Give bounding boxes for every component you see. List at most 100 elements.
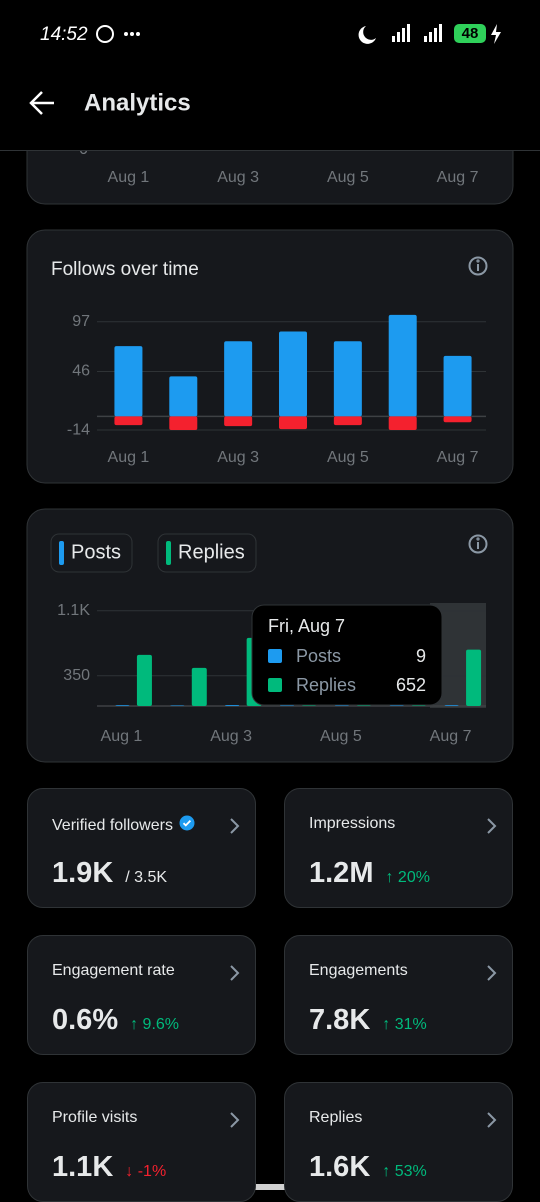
y-tick-label: 1.1K bbox=[57, 602, 90, 619]
stat-title: Profile visits bbox=[52, 1109, 138, 1126]
y-tick-label: -14 bbox=[67, 421, 90, 438]
verified-badge bbox=[179, 815, 195, 836]
bar bbox=[169, 416, 198, 431]
stat-row: 1.1K ↓ -1% bbox=[52, 1151, 166, 1184]
info-icon[interactable] bbox=[468, 534, 488, 554]
tooltip-label: Replies bbox=[296, 675, 356, 695]
status-time: 14:52 bbox=[40, 24, 88, 45]
stat-row: 7.8K ↑ 31% bbox=[309, 1004, 427, 1037]
legend-label: Posts bbox=[71, 541, 121, 563]
x-tick-label: Aug 7 bbox=[437, 169, 479, 186]
stat-title-row: Profile visits bbox=[52, 1109, 137, 1127]
bar bbox=[224, 416, 253, 427]
bar bbox=[115, 705, 130, 706]
stat-value: 1.6K bbox=[309, 1151, 371, 1183]
tooltip-swatch bbox=[268, 678, 282, 692]
back-button[interactable] bbox=[29, 91, 54, 115]
stat-card[interactable]: Verified followers 1.9K / 3.5K bbox=[27, 788, 256, 908]
bar bbox=[280, 705, 294, 706]
stat-title: Impressions bbox=[309, 815, 396, 832]
x-tick-label: Aug 7 bbox=[430, 728, 472, 745]
info-icon[interactable] bbox=[468, 256, 488, 276]
bar bbox=[333, 416, 362, 426]
status-icons bbox=[96, 24, 501, 44]
bar bbox=[443, 416, 472, 423]
y-tick-label: 350 bbox=[63, 667, 90, 684]
tooltip-swatch bbox=[268, 649, 282, 663]
tooltip-value: 652 bbox=[396, 675, 426, 695]
stat-detail: ↓ -1% bbox=[125, 1163, 167, 1180]
bar bbox=[444, 705, 459, 706]
stat-row: 1.6K ↑ 53% bbox=[309, 1151, 427, 1184]
stat-row: 0.6% ↑ 9.6% bbox=[52, 1004, 179, 1037]
stat-card[interactable]: Engagements 7.8K ↑ 31% bbox=[284, 935, 513, 1055]
stat-row: 1.9K / 3.5K bbox=[52, 857, 167, 890]
legend-swatch bbox=[166, 541, 171, 565]
x-tick-label: Aug 5 bbox=[320, 728, 362, 745]
legend-label: Replies bbox=[178, 541, 245, 563]
x-tick-label: Aug 5 bbox=[327, 169, 369, 186]
x-tick-label: Aug 3 bbox=[210, 728, 252, 745]
bar bbox=[170, 705, 185, 706]
stat-detail: / 3.5K bbox=[125, 869, 168, 886]
bar bbox=[443, 355, 472, 417]
x-tick-label: Aug 1 bbox=[101, 728, 143, 745]
y-tick-label: 97 bbox=[72, 313, 90, 330]
tooltip-box bbox=[251, 604, 443, 706]
stat-value: 1.1K bbox=[52, 1151, 114, 1183]
bar bbox=[279, 416, 307, 430]
stat-title-row: Engagements bbox=[309, 962, 408, 980]
stat-title: Engagement rate bbox=[52, 962, 175, 979]
x-tick-label: Aug 3 bbox=[217, 169, 259, 186]
chevron bbox=[486, 817, 498, 840]
bar bbox=[279, 331, 307, 417]
stat-title-row: Impressions bbox=[309, 815, 395, 833]
bar bbox=[388, 416, 417, 431]
chevron bbox=[229, 1111, 241, 1134]
bar bbox=[466, 649, 482, 706]
x-tick-label: Aug 5 bbox=[327, 449, 369, 466]
battery-level: 48 bbox=[462, 25, 479, 42]
legend-button[interactable] bbox=[157, 533, 257, 573]
stat-title: Replies bbox=[309, 1109, 363, 1126]
bar bbox=[224, 341, 253, 417]
stat-title-row: Replies bbox=[309, 1109, 362, 1127]
tooltip-label: Posts bbox=[296, 646, 341, 666]
stat-title: Verified followers bbox=[52, 816, 173, 834]
stat-value: 0.6% bbox=[52, 1004, 119, 1036]
stat-card[interactable]: Profile visits 1.1K ↓ -1% bbox=[27, 1082, 256, 1202]
y-tick-label: 46 bbox=[72, 363, 90, 380]
stat-value: 1.2M bbox=[309, 857, 374, 889]
stat-card[interactable]: Replies 1.6K ↑ 53% bbox=[284, 1082, 513, 1202]
chevron bbox=[486, 964, 498, 987]
stat-title-row: Verified followers bbox=[52, 815, 195, 836]
chevron bbox=[229, 817, 241, 840]
tooltip-value: 9 bbox=[416, 646, 426, 666]
header-bg bbox=[0, 0, 540, 150]
stat-title-row: Engagement rate bbox=[52, 962, 175, 980]
tooltip-title: Fri, Aug 7 bbox=[268, 616, 345, 636]
stat-detail: ↑ 53% bbox=[382, 1163, 427, 1180]
chevron bbox=[229, 964, 241, 987]
stat-value: 7.8K bbox=[309, 1004, 371, 1036]
bar bbox=[388, 314, 417, 417]
bar bbox=[114, 416, 143, 426]
stat-title: Engagements bbox=[309, 962, 408, 979]
bar bbox=[136, 654, 152, 706]
stat-detail: ↑ 9.6% bbox=[130, 1016, 180, 1033]
stat-value: 1.9K bbox=[52, 857, 114, 889]
page-title: Analytics bbox=[84, 89, 191, 116]
legend-swatch bbox=[59, 541, 64, 565]
tooltip: Fri, Aug 7 Posts 9 Replies 652 bbox=[251, 604, 443, 706]
stat-card[interactable]: Engagement rate 0.6% ↑ 9.6% bbox=[27, 935, 256, 1055]
stat-row: 1.2M ↑ 20% bbox=[309, 857, 430, 890]
stat-card[interactable]: Impressions 1.2M ↑ 20% bbox=[284, 788, 513, 908]
x-tick-label: Aug 1 bbox=[108, 169, 150, 186]
bar bbox=[333, 341, 362, 417]
stat-detail: ↑ 31% bbox=[382, 1016, 427, 1033]
stat-detail: ↑ 20% bbox=[385, 869, 430, 886]
legend-button[interactable] bbox=[50, 533, 133, 573]
